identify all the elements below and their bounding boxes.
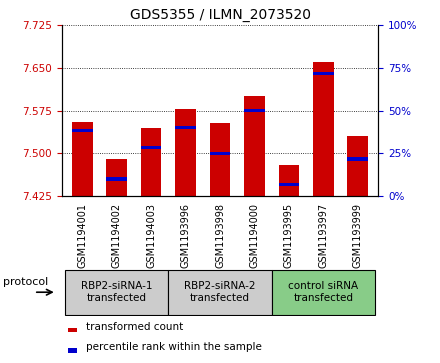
- Text: percentile rank within the sample: percentile rank within the sample: [86, 342, 262, 352]
- Text: GSM1193998: GSM1193998: [215, 203, 225, 268]
- Bar: [279, 183, 299, 186]
- FancyBboxPatch shape: [65, 270, 169, 315]
- Text: GSM1194003: GSM1194003: [146, 203, 156, 268]
- Bar: [313, 72, 334, 76]
- Text: GSM1193996: GSM1193996: [180, 203, 191, 268]
- Text: GSM1193995: GSM1193995: [284, 203, 294, 268]
- Bar: [141, 146, 161, 150]
- Bar: [68, 348, 77, 353]
- Bar: [279, 165, 299, 196]
- Bar: [175, 109, 196, 196]
- Text: GSM1193999: GSM1193999: [353, 203, 363, 268]
- Text: transformed count: transformed count: [86, 322, 183, 332]
- Text: RBP2-siRNA-1
transfected: RBP2-siRNA-1 transfected: [81, 281, 152, 303]
- Bar: [141, 128, 161, 196]
- Text: RBP2-siRNA-2
transfected: RBP2-siRNA-2 transfected: [184, 281, 256, 303]
- Bar: [72, 122, 92, 196]
- FancyBboxPatch shape: [271, 270, 375, 315]
- Text: GSM1194000: GSM1194000: [249, 203, 260, 268]
- Bar: [210, 152, 230, 155]
- FancyBboxPatch shape: [169, 270, 271, 315]
- Bar: [106, 159, 127, 196]
- Text: GSM1193997: GSM1193997: [318, 203, 328, 268]
- Bar: [68, 327, 77, 333]
- Bar: [106, 177, 127, 181]
- Bar: [348, 157, 368, 161]
- Bar: [348, 136, 368, 196]
- Bar: [72, 129, 92, 132]
- Text: control siRNA
transfected: control siRNA transfected: [288, 281, 358, 303]
- Bar: [175, 126, 196, 130]
- Text: GSM1194002: GSM1194002: [112, 203, 122, 268]
- Bar: [244, 97, 265, 196]
- Bar: [244, 109, 265, 113]
- Title: GDS5355 / ILMN_2073520: GDS5355 / ILMN_2073520: [129, 8, 311, 22]
- Bar: [210, 123, 230, 196]
- Text: protocol: protocol: [3, 277, 48, 287]
- Text: GSM1194001: GSM1194001: [77, 203, 87, 268]
- Bar: [313, 62, 334, 196]
